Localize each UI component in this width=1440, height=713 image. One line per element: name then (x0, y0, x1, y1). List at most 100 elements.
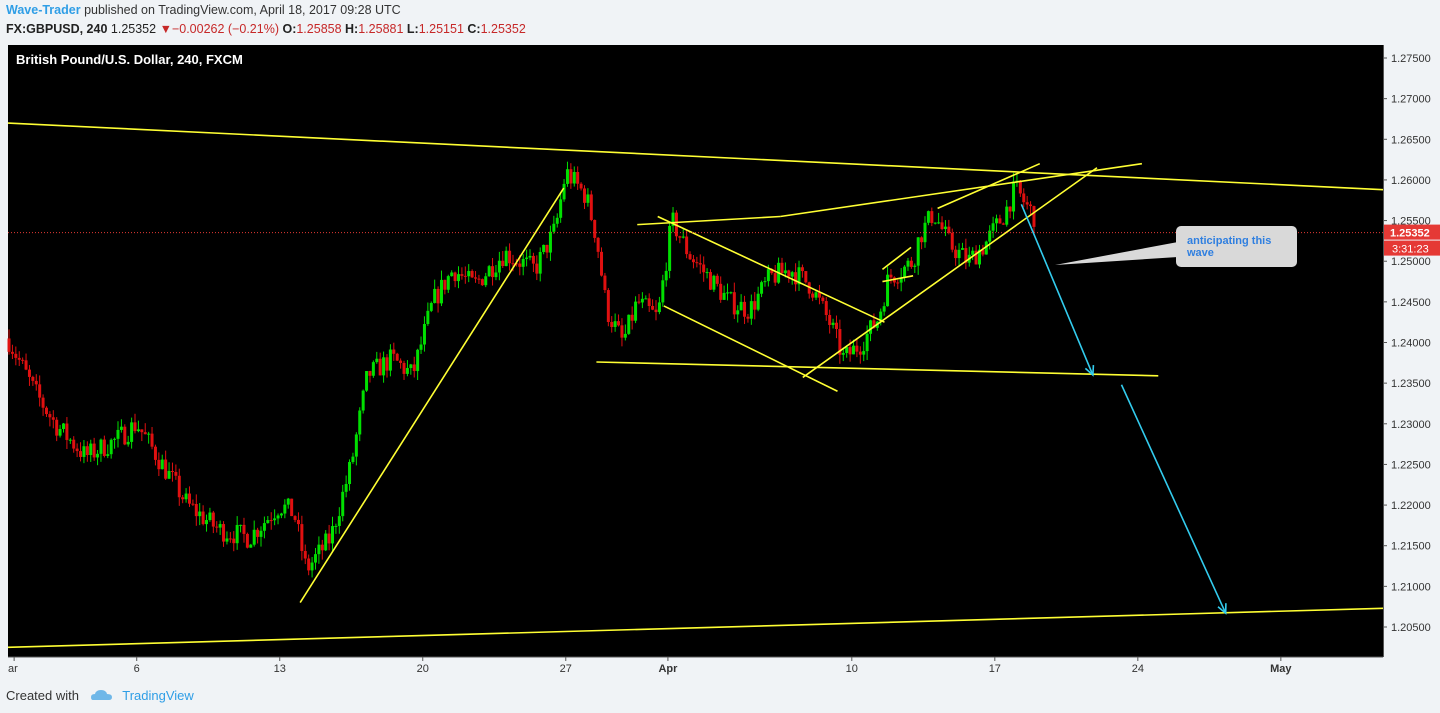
tradingview-link[interactable]: TradingView (122, 688, 194, 703)
candle-body (358, 410, 362, 435)
candle-body (790, 272, 794, 277)
candle-body (787, 270, 791, 277)
candle-body (909, 260, 913, 267)
candle-body (293, 516, 297, 520)
candle-body (58, 429, 62, 436)
candle-body (477, 278, 481, 280)
x-tick-label: 17 (989, 663, 1001, 675)
candle-body (157, 459, 161, 470)
countdown-tag (1384, 240, 1440, 256)
trendline-flag-top (657, 215, 885, 323)
price-axis-area[interactable] (1383, 45, 1440, 657)
candle-body (62, 423, 66, 430)
x-tick-label: May (1270, 663, 1292, 675)
candle-body (501, 260, 505, 267)
candle-body (831, 322, 835, 325)
candle-body (582, 188, 586, 203)
y-tick-label: 1.25500 (1391, 216, 1431, 228)
candle-body (906, 260, 910, 267)
open-label: O: (282, 22, 297, 36)
candle-body (436, 288, 440, 304)
candle-body (804, 271, 808, 283)
callout-line: wave (1186, 247, 1214, 259)
candle-body (266, 520, 270, 524)
candle-body (126, 441, 130, 445)
candle-body (855, 345, 859, 352)
candle-body (416, 349, 420, 372)
candle-body (528, 255, 532, 258)
candle-body (555, 217, 559, 224)
candle-body (851, 345, 855, 355)
candle-body (930, 211, 934, 223)
candle-body (821, 297, 825, 302)
candle-body (286, 498, 290, 505)
trendline-mini-flag-2 (882, 275, 914, 283)
candle-body (838, 329, 842, 355)
chart-area[interactable] (8, 45, 1383, 657)
candle-body (920, 237, 924, 243)
candle-body (491, 266, 495, 278)
candle-body (668, 225, 672, 271)
candle-body (300, 524, 304, 551)
callout-box (1176, 226, 1297, 267)
candle-body (133, 422, 137, 432)
candle-body (586, 194, 590, 203)
candle-body (933, 222, 937, 224)
candle-body (627, 314, 631, 334)
candle-body (664, 270, 668, 281)
candle-body (926, 211, 930, 223)
candle-body (783, 270, 787, 274)
x-tick-label: 27 (560, 663, 572, 675)
candle-body (320, 544, 324, 551)
candle-body (27, 369, 31, 377)
candle-body (681, 236, 685, 238)
candle-body (688, 254, 692, 260)
candle-body (273, 518, 277, 521)
candle-body (72, 439, 76, 449)
candle-body (562, 183, 566, 200)
candle-body (691, 259, 695, 263)
candle-body (51, 417, 55, 420)
y-tick-label: 1.26500 (1391, 134, 1431, 146)
candle-body (44, 407, 48, 415)
author-link[interactable]: Wave-Trader (6, 3, 81, 17)
candle-body (388, 349, 392, 371)
candle-body (886, 274, 890, 307)
x-axis: ar 6 13 20 27 Apr 10 17 24 May (8, 656, 1383, 675)
y-tick-label: 1.27500 (1391, 53, 1431, 65)
candle-body (467, 271, 471, 277)
publish-info: published on TradingView.com, April 18, … (84, 3, 401, 17)
candle-body (65, 423, 69, 440)
trendlines-group (7, 122, 1384, 649)
projection-arrow-2-head (1217, 603, 1227, 615)
candle-body (984, 241, 988, 255)
candle-body (174, 471, 178, 476)
candle-body (937, 222, 941, 224)
candle-body (538, 251, 542, 274)
candle-body (276, 515, 280, 519)
candle-body (743, 301, 747, 317)
candle-body (453, 272, 457, 282)
candle-body (457, 274, 461, 282)
candle-body (763, 281, 767, 283)
x-tick-label: 24 (1132, 663, 1144, 675)
candle-body (259, 530, 263, 537)
tradingview-cloud-icon (90, 689, 113, 704)
candle-body (296, 519, 300, 525)
candle-body (249, 544, 253, 548)
candle-body (341, 491, 345, 517)
candle-body (283, 504, 287, 514)
candle-body (371, 362, 375, 376)
candle-body (324, 533, 328, 551)
y-tick-label: 1.24000 (1391, 338, 1431, 350)
candle-body (913, 265, 917, 267)
candle-body (140, 429, 144, 433)
ohlc-bar: FX:GBPUSD, 240 1.25352 ▼−0.00262 (−0.21%… (6, 22, 526, 36)
candle-body (753, 301, 757, 310)
candle-body (317, 544, 321, 555)
candle-body (191, 503, 195, 505)
candle-body (443, 279, 447, 290)
candle-body (232, 538, 236, 544)
candle-body (916, 237, 920, 266)
